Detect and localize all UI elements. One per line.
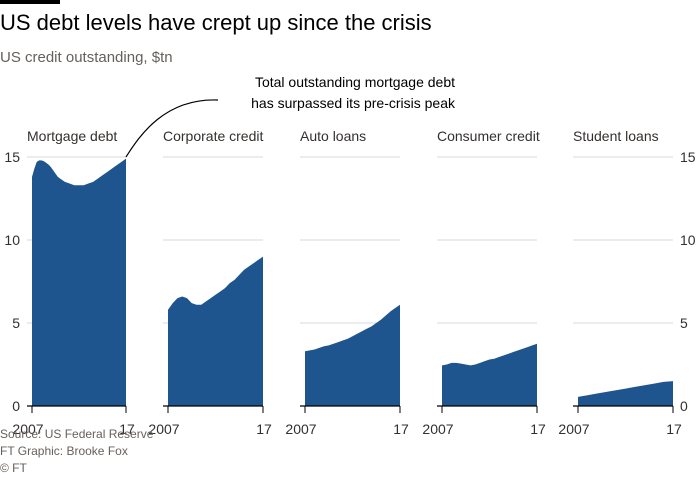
annotation-line-2: has surpassed its pre-crisis peak (251, 95, 455, 111)
chart-title: US debt levels have crept up since the c… (0, 10, 432, 35)
x-tick-label: 17 (119, 421, 135, 437)
panel-title-corporate: Corporate credit (163, 128, 263, 146)
panel-title: Student loans (573, 128, 659, 144)
panel-title: Corporate credit (163, 128, 264, 144)
area-auto-loans (305, 304, 400, 406)
annotation: Total outstanding mortgage debt has surp… (251, 72, 455, 114)
y-tick-label-right: 10 (680, 232, 696, 248)
x-tick-label: 2007 (148, 421, 179, 437)
y-tick-label-right: 5 (680, 315, 688, 331)
copyright: © FT (0, 461, 27, 475)
x-tick-label: 17 (530, 421, 546, 437)
x-tick-label: 2007 (285, 421, 316, 437)
y-tick-label-left: 10 (4, 232, 20, 248)
annotation-line-1: Total outstanding mortgage debt (254, 74, 455, 90)
axes: 0 0 5 5 10 10 15 15 2007 17 2007 17 2007 17 2007 17 2007… (4, 149, 695, 437)
panel-title-student: Student loans (573, 128, 659, 146)
area-series (32, 158, 673, 406)
y-tick-label-left: 0 (12, 398, 20, 414)
area-student-loans (578, 381, 673, 406)
annotation-leader-line (125, 99, 219, 158)
area-consumer-credit (442, 343, 537, 406)
top-rule (0, 0, 60, 4)
panel-title: Mortgage debt (27, 128, 118, 144)
panel-title-auto: Auto loans (300, 128, 366, 146)
panel-title-mortgage: Mortgage debt (27, 128, 117, 146)
panel-title-consumer: Consumer credit (437, 128, 540, 146)
panel-title: Auto loans (300, 128, 367, 144)
source-note: Source: US Federal Reserve (0, 427, 154, 441)
y-tick-label-left: 5 (12, 315, 20, 331)
panel-title: Consumer credit (437, 128, 540, 144)
x-tick-label: 17 (666, 421, 682, 437)
area-mortgage-debt (32, 158, 126, 406)
graphic-credit: FT Graphic: Brooke Fox (0, 444, 128, 458)
y-tick-label-right: 15 (680, 149, 696, 165)
y-tick-label-left: 15 (4, 149, 20, 165)
x-tick-label: 2007 (422, 421, 453, 437)
x-tick-label: 17 (256, 421, 272, 437)
area-corporate-credit (168, 256, 263, 406)
footer: Source: US Federal Reserve FT Graphic: B… (0, 426, 153, 477)
chart-subtitle: US credit outstanding, $tn (0, 49, 173, 66)
y-tick-label-right: 0 (680, 398, 688, 414)
x-tick-label: 17 (393, 421, 409, 437)
x-tick-label: 2007 (12, 421, 43, 437)
x-tick-label: 2007 (558, 421, 589, 437)
